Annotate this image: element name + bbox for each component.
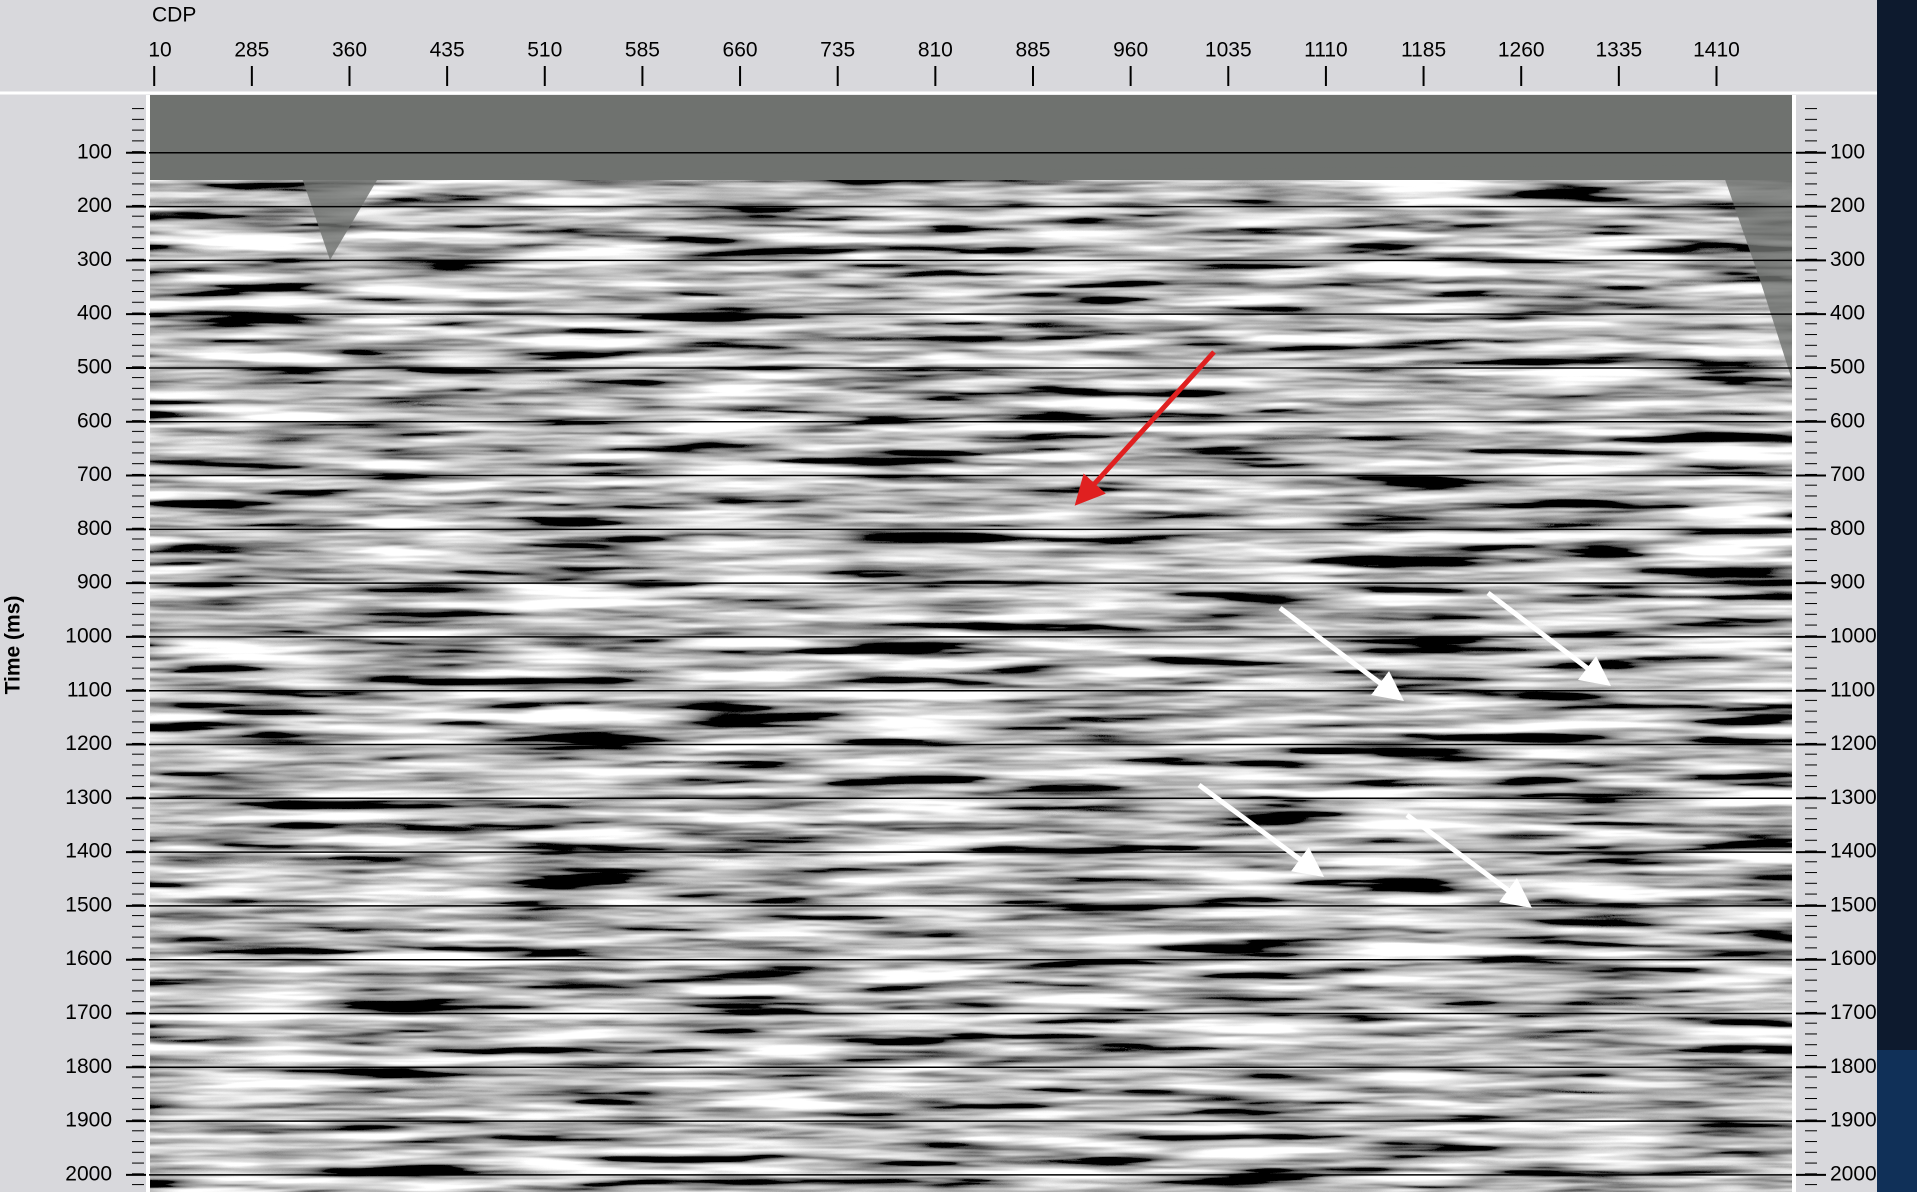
y2-tick-label: 1300 xyxy=(1830,786,1877,809)
y-tick-label: 500 xyxy=(77,356,112,379)
white-arrow xyxy=(1278,606,1404,701)
x-tick-label: 210 xyxy=(137,39,172,62)
white-arrow xyxy=(1486,591,1611,687)
red-arrow xyxy=(1074,350,1216,506)
y-tick-label: 1700 xyxy=(65,1001,112,1024)
right-minor-ticks xyxy=(1805,99,1817,1192)
x-tick-label: 660 xyxy=(723,39,758,62)
x-tick-label: 285 xyxy=(234,39,269,62)
y2-tick-label: 2000 xyxy=(1830,1162,1877,1185)
x-tick-label: 735 xyxy=(820,39,855,62)
y2-tick-label: 600 xyxy=(1830,409,1865,432)
x-tick-label: 435 xyxy=(430,39,465,62)
y-tick-label: 1400 xyxy=(65,840,112,863)
x-tick-label: 585 xyxy=(625,39,660,62)
side-panel-glow xyxy=(1877,1050,1917,1192)
x-tick-label: 1110 xyxy=(1304,39,1348,62)
y2-tick-label: 300 xyxy=(1830,248,1865,271)
x-tick-label: 885 xyxy=(1015,39,1050,62)
x-tick-label: 960 xyxy=(1113,39,1148,62)
y-tick-label: 1100 xyxy=(67,678,112,701)
y-tick-label: 1500 xyxy=(65,893,112,916)
y2-tick-label: 1800 xyxy=(1830,1055,1877,1078)
x-tick-label: 1260 xyxy=(1498,39,1545,62)
x-tick-label: 1185 xyxy=(1401,39,1446,62)
y2-tick-label: 1600 xyxy=(1830,947,1877,970)
white-arrow xyxy=(1405,812,1533,908)
x-tick-label: 510 xyxy=(527,39,562,62)
y-axis-label: Time (ms) xyxy=(2,596,25,695)
y2-tick-label: 500 xyxy=(1830,356,1865,379)
plot-frame xyxy=(1792,95,1796,1192)
seismic-section xyxy=(149,180,1792,1192)
y-tick-label: 100 xyxy=(77,140,112,163)
x-tick-label: 360 xyxy=(332,39,367,62)
y-tick-label: 200 xyxy=(77,194,112,217)
y2-tick-label: 1400 xyxy=(1830,840,1877,863)
y-tick-label: 300 xyxy=(77,248,112,271)
y2-tick-label: 1000 xyxy=(1830,624,1877,647)
y2-tick-label: 1100 xyxy=(1830,678,1875,701)
mute-zone xyxy=(149,165,1792,380)
y-tick-label: 700 xyxy=(77,463,112,486)
y2-tick-label: 700 xyxy=(1830,463,1865,486)
y2-tick-label: 1200 xyxy=(1830,732,1877,755)
y-tick-label: 600 xyxy=(77,409,112,432)
y2-tick-label: 1700 xyxy=(1830,1001,1877,1024)
plot-frame xyxy=(146,95,150,1192)
side-panel xyxy=(1877,0,1917,1192)
y-tick-label: 900 xyxy=(77,571,112,594)
x-tick-label: 1335 xyxy=(1595,39,1642,62)
y-tick-label: 1600 xyxy=(65,947,112,970)
x-tick-label: 1410 xyxy=(1693,39,1740,62)
y-tick-label: 1900 xyxy=(65,1109,112,1132)
y2-tick-label: 100 xyxy=(1830,140,1865,163)
y-tick-label: 800 xyxy=(77,517,112,540)
y2-tick-label: 200 xyxy=(1830,194,1865,217)
y2-tick-label: 400 xyxy=(1830,302,1865,325)
x-tick-label: 810 xyxy=(918,39,953,62)
y-tick-label: 1000 xyxy=(65,624,112,647)
x-axis-label: CDP xyxy=(152,4,196,27)
white-arrow xyxy=(1197,782,1325,877)
y-tick-label: 2000 xyxy=(65,1162,112,1185)
y-tick-label: 400 xyxy=(77,302,112,325)
y2-tick-label: 1500 xyxy=(1830,893,1877,916)
y2-tick-label: 900 xyxy=(1830,571,1865,594)
y-tick-label: 1300 xyxy=(65,786,112,809)
y2-tick-label: 1900 xyxy=(1830,1109,1877,1132)
y-tick-label: 1800 xyxy=(65,1055,112,1078)
y-tick-label: 1200 xyxy=(65,732,112,755)
x-tick-label: 1035 xyxy=(1205,39,1252,62)
y2-tick-label: 800 xyxy=(1830,517,1865,540)
left-minor-ticks xyxy=(132,99,144,1192)
x-axis: 210 285 360 435 510 585 660 735 810 885 960 1035 111… xyxy=(137,39,1740,86)
